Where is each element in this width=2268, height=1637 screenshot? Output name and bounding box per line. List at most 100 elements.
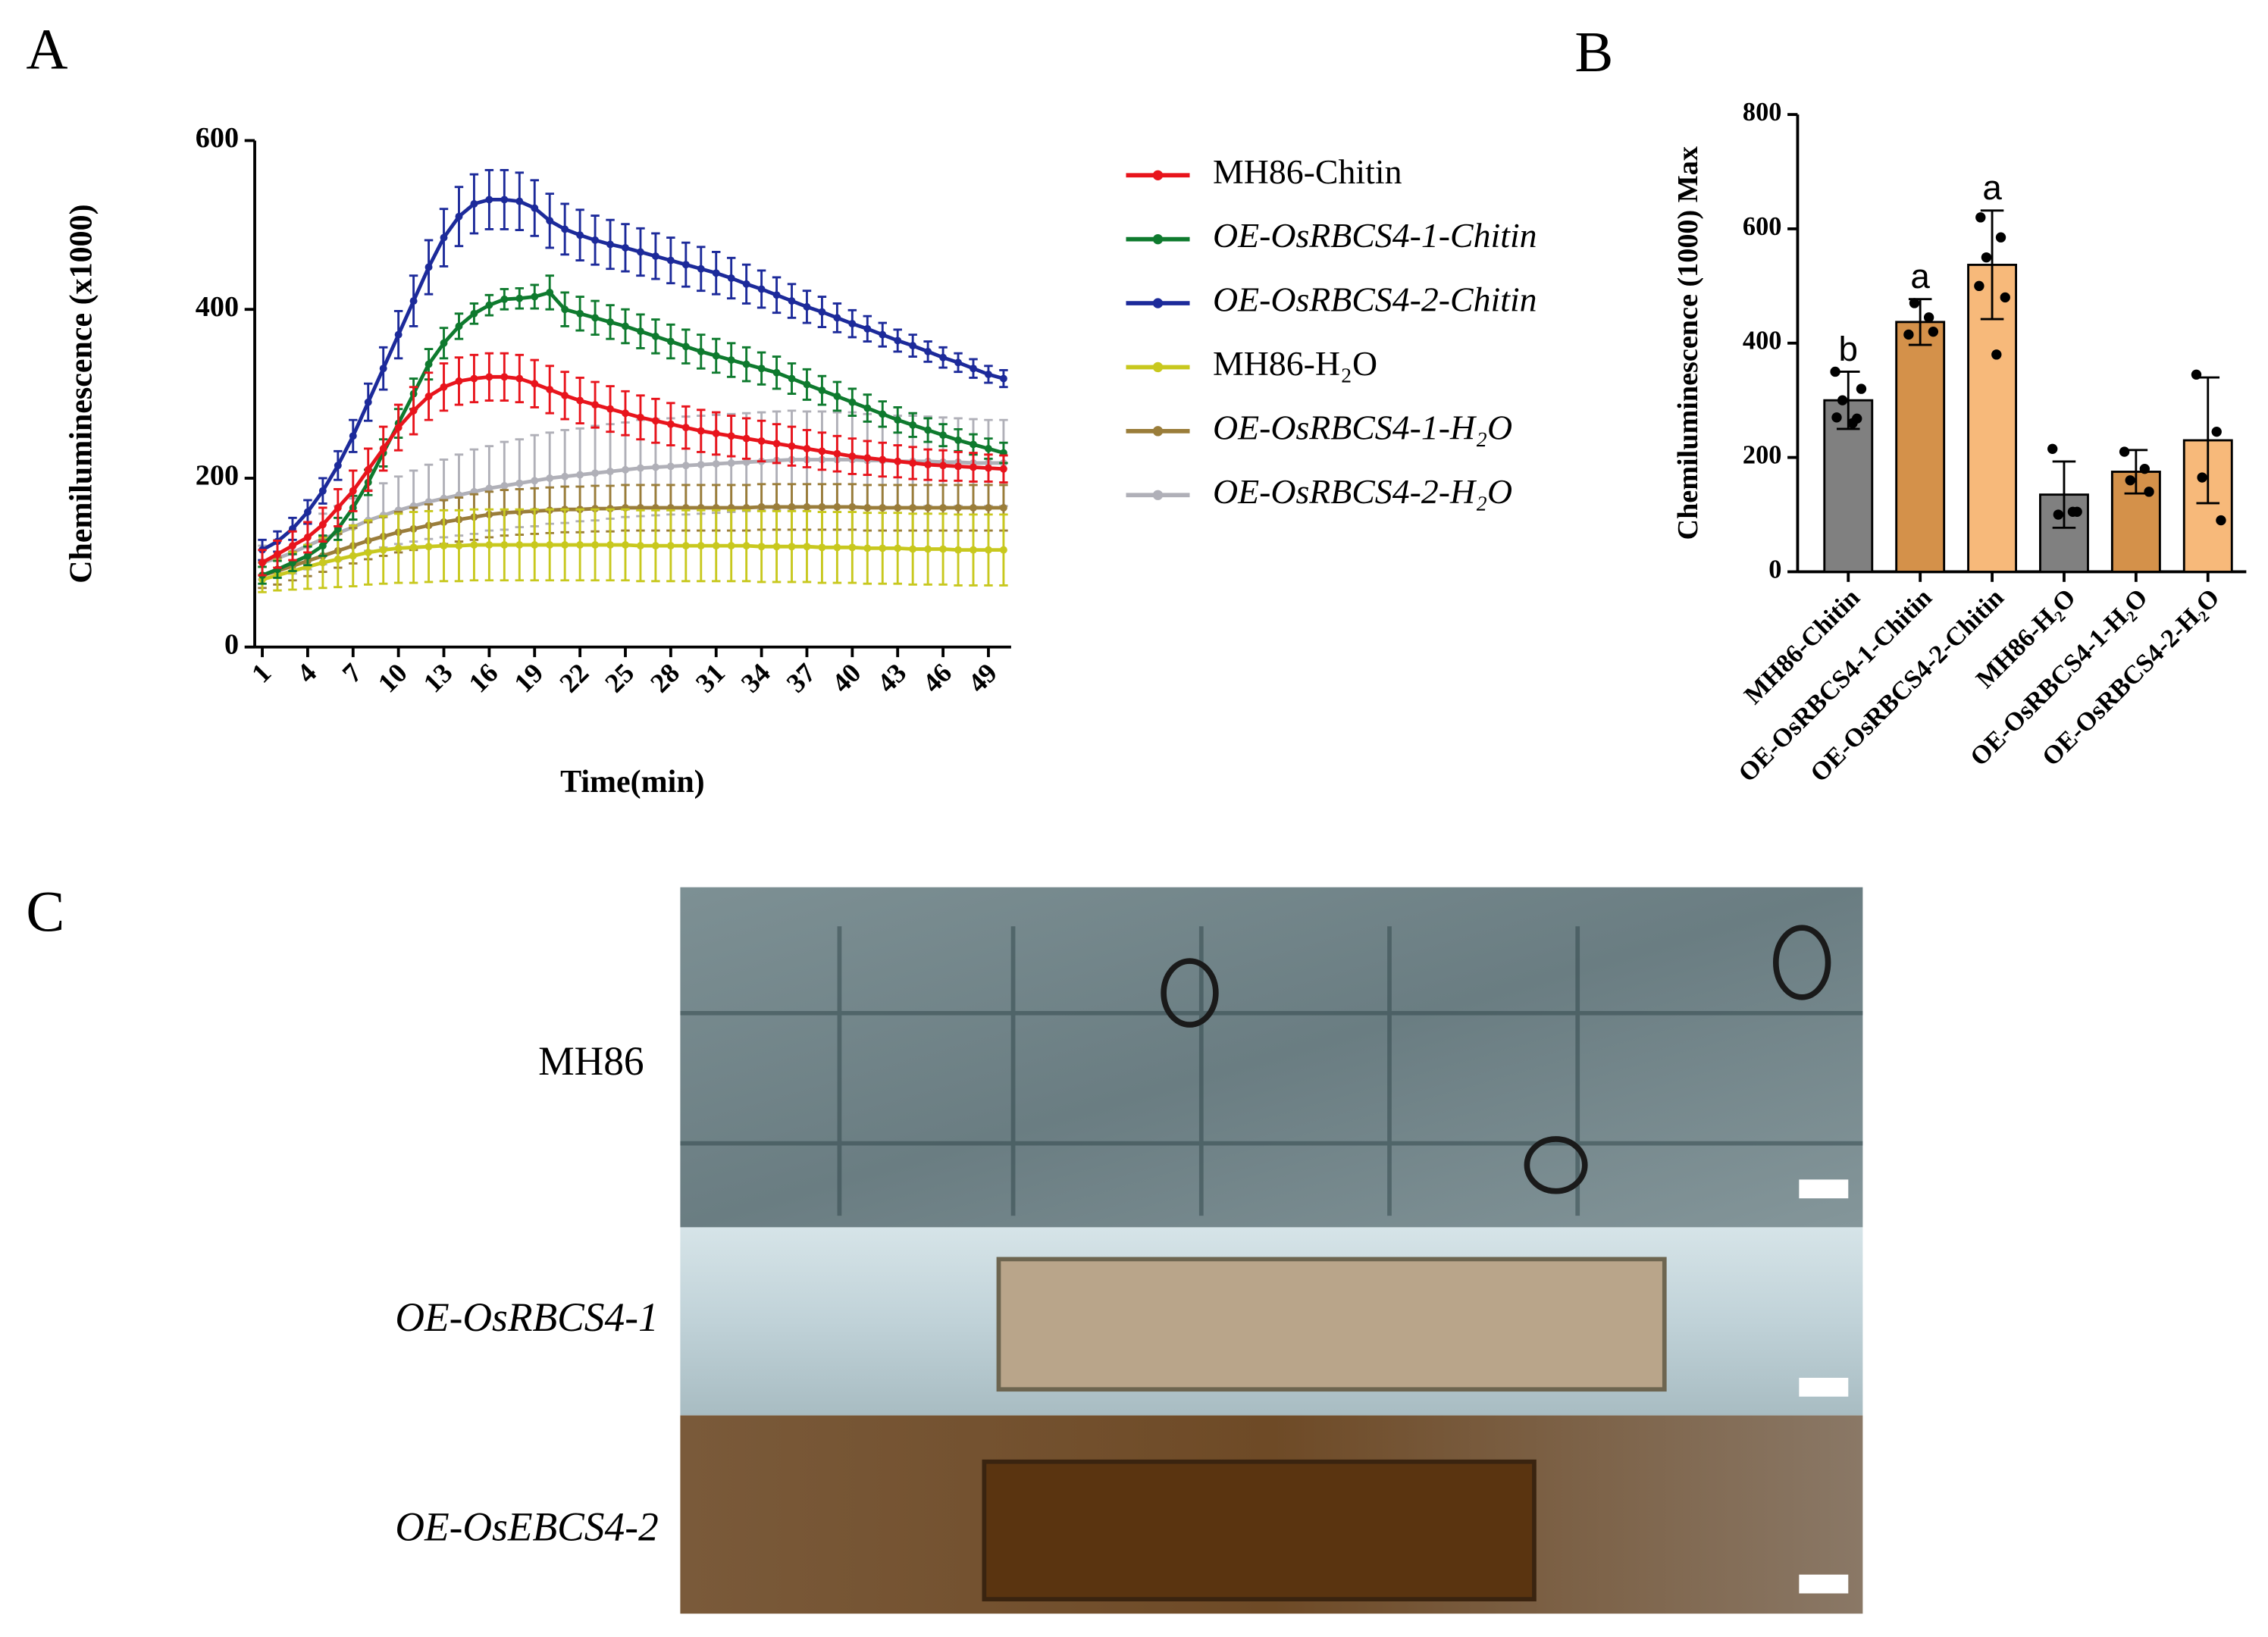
point [591, 236, 600, 244]
point [909, 342, 917, 350]
row-label: MH86 [538, 1038, 644, 1084]
x-tick-label: 7 [337, 658, 368, 689]
legend-label: MH86-H₂O [1213, 344, 1377, 383]
x-tick-label: 46 [916, 658, 957, 699]
point [848, 543, 857, 552]
data-point [2000, 292, 2010, 303]
point [666, 420, 675, 428]
point [576, 541, 584, 549]
y-tick-label: 400 [1743, 327, 1782, 355]
point [364, 398, 372, 406]
point [515, 294, 524, 302]
x-tick-label: 43 [871, 658, 912, 699]
point [833, 543, 841, 552]
y-tick-label: 200 [1743, 441, 1782, 470]
point [772, 368, 781, 377]
data-point [1856, 383, 1867, 394]
point [818, 543, 826, 552]
legend-marker [1152, 233, 1164, 245]
data-point [2197, 472, 2207, 483]
point [727, 432, 735, 440]
point [606, 541, 615, 549]
point [455, 322, 463, 330]
point [303, 552, 312, 560]
point [515, 374, 524, 383]
point [485, 541, 493, 549]
stomata [1161, 958, 1219, 1028]
point [303, 508, 312, 516]
point [999, 374, 1007, 383]
point [712, 460, 720, 468]
point [833, 392, 841, 400]
point [394, 544, 403, 552]
point [712, 542, 720, 550]
data-point [1923, 312, 1934, 323]
micrographs [680, 887, 1863, 1614]
point [379, 445, 387, 452]
point [651, 463, 659, 471]
point [924, 545, 932, 553]
data-point [1903, 329, 1914, 340]
stained-cell [982, 1459, 1537, 1601]
x-tick-label: 22 [553, 658, 594, 699]
data-point [1909, 298, 1920, 308]
point [546, 217, 554, 225]
point [863, 544, 872, 552]
x-tick-label: 10 [372, 658, 413, 699]
data-point [1831, 412, 1842, 423]
point [666, 256, 675, 264]
point [576, 309, 584, 318]
point [681, 542, 690, 550]
point [939, 545, 948, 553]
point [531, 541, 539, 549]
point [727, 459, 735, 467]
point [681, 261, 690, 269]
point [757, 365, 766, 373]
point [984, 445, 992, 452]
x-axis-title: Time(min) [560, 765, 705, 800]
point [591, 401, 600, 409]
x-tick-label: 4 [291, 658, 322, 689]
point [818, 387, 826, 395]
x-tick-label: 13 [418, 658, 459, 699]
point [546, 386, 554, 393]
data-point [2216, 515, 2226, 526]
point [924, 461, 932, 469]
point [803, 543, 811, 551]
point [879, 544, 887, 552]
point [742, 434, 750, 443]
point [894, 503, 902, 512]
point [515, 197, 524, 205]
series [258, 352, 1008, 577]
point [470, 309, 478, 318]
point [561, 541, 569, 549]
x-tick-label: 25 [599, 658, 640, 699]
y-tick-label: 0 [1768, 555, 1781, 584]
point [318, 487, 327, 495]
error-bar [1980, 209, 2004, 321]
point [848, 502, 857, 511]
error-bar [2052, 460, 2076, 529]
y-tick-label: 600 [1743, 212, 1782, 241]
legend-label: MH86-Chitin [1213, 152, 1402, 191]
point [909, 503, 917, 512]
data-point [2047, 443, 2058, 454]
point [954, 503, 963, 512]
point [424, 392, 433, 400]
point [803, 445, 811, 452]
point [970, 440, 977, 449]
data-point [2191, 369, 2202, 380]
series [258, 483, 1008, 590]
y-tick-label: 400 [196, 291, 239, 323]
point [636, 327, 644, 336]
point [788, 297, 796, 305]
point [742, 542, 750, 550]
point [818, 502, 826, 511]
point [409, 406, 418, 415]
point [742, 458, 750, 466]
point [999, 503, 1007, 512]
x-tick-label: 34 [735, 658, 776, 699]
point [954, 358, 963, 367]
legend-marker [1152, 298, 1164, 308]
data-point [1991, 349, 2002, 360]
